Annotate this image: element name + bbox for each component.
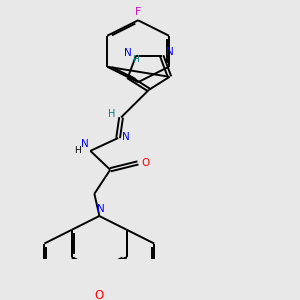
Text: N: N [124,48,132,58]
Text: N: N [98,204,105,214]
Text: H: H [132,56,138,64]
Text: O: O [95,290,104,300]
Text: N: N [122,132,130,142]
Text: O: O [142,158,150,168]
Text: N: N [166,47,173,57]
Text: N: N [81,139,88,149]
Text: F: F [135,7,141,17]
Text: H: H [109,109,116,119]
Text: H: H [74,146,81,155]
